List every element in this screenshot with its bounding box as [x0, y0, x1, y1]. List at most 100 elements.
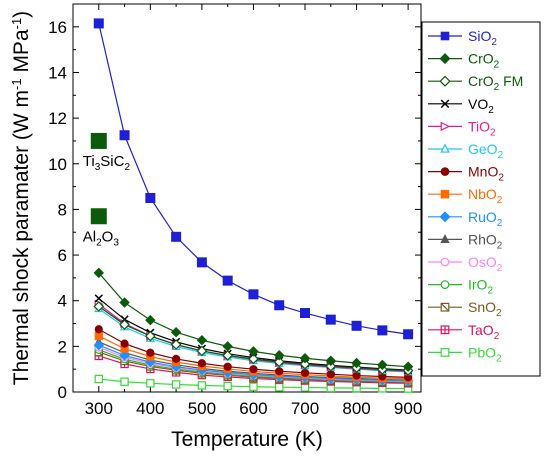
- legend-label: IrO2: [468, 277, 493, 297]
- data-point: [248, 289, 259, 300]
- data-point: [93, 18, 104, 29]
- legend-label-name: RuO: [468, 209, 497, 225]
- legend-label-name: MnO: [468, 164, 498, 180]
- data-point: [326, 370, 335, 379]
- legend-label-sub: 2: [491, 37, 497, 48]
- plot-frame: [72, 3, 422, 393]
- legend-label-name: RhO: [468, 231, 497, 247]
- legend-label-name: TiO: [468, 118, 490, 134]
- data-point: [170, 339, 182, 350]
- data-point: [300, 308, 310, 319]
- legend-entry: NbO2: [428, 186, 503, 206]
- legend-label-name: SnO: [468, 299, 496, 315]
- data-point: [300, 383, 310, 392]
- data-point: [120, 377, 129, 386]
- data-point: [145, 193, 156, 203]
- annotation-label-part: 2: [124, 162, 130, 173]
- data-point: [275, 383, 284, 392]
- legend-marker: [439, 53, 451, 65]
- legend-label-name: NbO: [468, 186, 497, 202]
- y-tick-label: 2: [58, 337, 67, 356]
- y-tick-label: 8: [58, 200, 67, 219]
- data-point: [300, 368, 310, 377]
- legend-label-sub: 2: [487, 286, 493, 297]
- legend-label: CrO2 FM: [468, 73, 523, 93]
- data-point: [94, 331, 103, 341]
- x-axis-label: Temperature (K): [171, 428, 323, 451]
- data-point: [119, 319, 130, 331]
- y-axis-label-mid: MPa: [10, 29, 33, 78]
- legend-entry: VO2: [428, 96, 494, 116]
- data-point: [197, 381, 207, 390]
- data-point: [196, 257, 207, 268]
- legend-label-name: PbO: [468, 344, 496, 360]
- legend-entry: MnO2: [428, 164, 504, 184]
- annotation-marker: [90, 208, 107, 225]
- legend-marker: [440, 167, 450, 176]
- y-tick-label: 4: [58, 292, 67, 311]
- data-point: [144, 330, 156, 342]
- data-point: [171, 380, 181, 389]
- data-point: [325, 314, 336, 325]
- legend-label-name: OsO: [468, 254, 497, 270]
- legend-label-name: SiO: [468, 28, 491, 44]
- data-point: [145, 314, 156, 326]
- legend-label-sub: 2: [494, 82, 500, 93]
- x-tick-label: 700: [291, 399, 319, 418]
- legend-entry: PbO2: [428, 344, 502, 364]
- data-point: [275, 367, 284, 376]
- legend-entry: CrO2: [428, 51, 500, 71]
- series-mno2: [94, 325, 413, 382]
- y-tick-label: 10: [48, 155, 67, 174]
- y-tick-label: 0: [58, 383, 67, 402]
- data-point: [249, 365, 258, 374]
- legend-label: RhO2: [468, 231, 503, 251]
- y-tick-label: 16: [48, 18, 67, 37]
- annotation-label-part: 2: [96, 237, 102, 248]
- legend-entry: SiO2: [428, 28, 497, 48]
- data-point: [120, 339, 129, 348]
- y-tick-label: 6: [58, 246, 67, 265]
- data-point: [93, 340, 104, 351]
- annotation-label-part: O: [102, 228, 114, 245]
- x-ticks: 300 400 500 600 700 800 900: [85, 4, 422, 418]
- legend-entry: SnO2: [428, 299, 502, 319]
- legend-label: SiO2: [468, 28, 497, 48]
- legend-entry: GeO2: [428, 141, 504, 161]
- data-point: [325, 355, 336, 366]
- legend-marker: [440, 280, 450, 290]
- legend-label: OsO2: [468, 254, 503, 274]
- x-tick-label: 900: [394, 399, 422, 418]
- legend-label-sub: 2: [496, 353, 502, 364]
- legend-marker: [439, 211, 451, 223]
- y-axis-label-end: ): [10, 11, 33, 18]
- data-point: [299, 353, 311, 364]
- legend-label-sub: 2: [494, 331, 500, 342]
- legend-label-name: CrO: [468, 73, 494, 89]
- data-point: [94, 294, 103, 303]
- data-point: [119, 130, 130, 141]
- data-point: [325, 360, 337, 372]
- data-point: [171, 231, 182, 242]
- legend-entry: TaO2: [428, 322, 500, 342]
- legend-marker: [440, 31, 450, 41]
- legend-marker: [440, 234, 450, 243]
- data-point: [93, 301, 105, 312]
- legend-marker: [440, 302, 450, 312]
- data-point: [222, 275, 233, 286]
- data-point: [94, 325, 103, 334]
- legend-label-sub: 2: [498, 173, 504, 184]
- data-point: [402, 361, 414, 372]
- legend-label: VO2: [468, 96, 494, 116]
- legend-label: MnO2: [468, 164, 504, 184]
- legend-marker: [440, 325, 450, 335]
- legend-entry: CrO2 FM: [428, 73, 523, 93]
- series-layer: [93, 18, 414, 393]
- legend-label-sub: 2: [497, 263, 503, 274]
- data-point: [249, 382, 258, 391]
- data-point: [94, 374, 103, 384]
- legend-label-sub: 2: [497, 218, 503, 229]
- legend-label-sub: 2: [490, 127, 496, 138]
